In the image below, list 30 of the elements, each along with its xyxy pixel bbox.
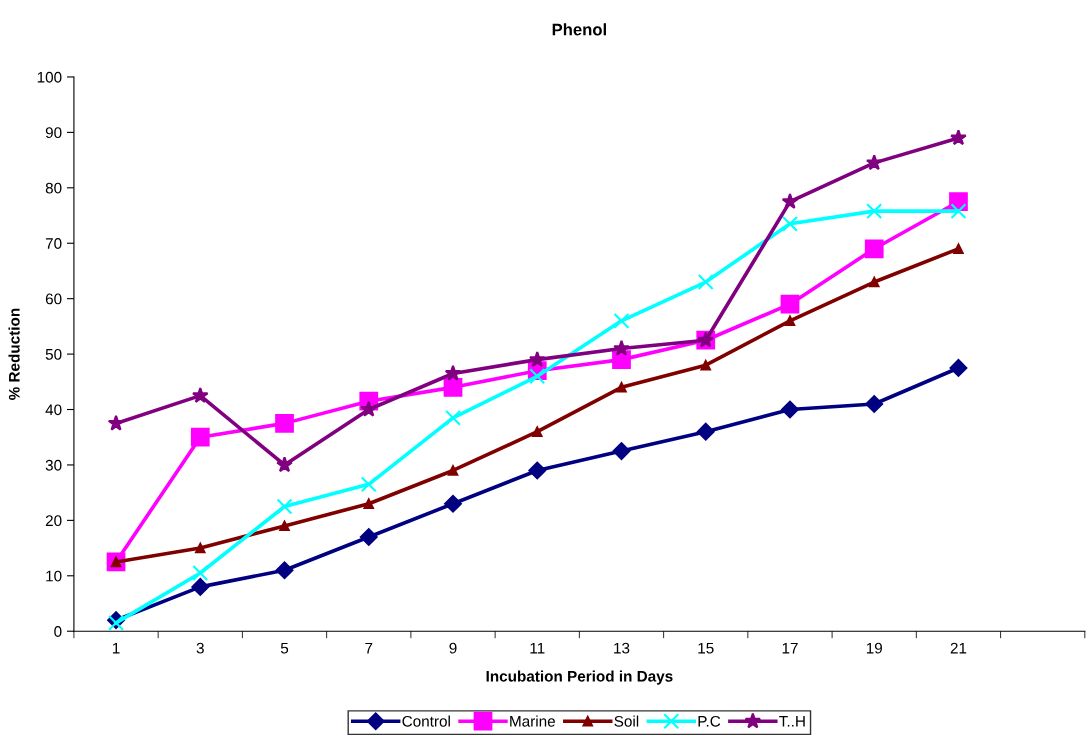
y-tick-label: 80: [45, 182, 62, 194]
chart-title: Phenol: [552, 23, 606, 36]
y-tick-label: 10: [46, 570, 62, 582]
legend-label: P.C: [698, 715, 721, 727]
y-tick-label: 60: [45, 293, 62, 305]
x-tick-label: 3: [196, 642, 204, 654]
legend-label: Marine: [510, 715, 555, 727]
y-tick-label: 50: [45, 348, 62, 360]
y-tick-label: 100: [37, 71, 62, 83]
x-tick-label: 13: [614, 642, 630, 654]
y-tick-label: 70: [45, 238, 62, 249]
x-axis-title: Incubation Period in Days: [486, 670, 673, 685]
legend-label: Control: [402, 715, 450, 727]
x-tick-label: 5: [280, 642, 289, 654]
y-tick-label: 20: [45, 515, 62, 527]
x-tick-label: 7: [365, 642, 373, 654]
y-tick-label: 0: [54, 626, 62, 637]
y-tick-label: 40: [45, 404, 62, 416]
legend-label: T..H: [779, 716, 805, 727]
y-tick-label: 90: [45, 127, 62, 139]
x-tick-label: 17: [782, 642, 798, 654]
x-tick-label: 1: [112, 642, 120, 654]
x-tick-label: 21: [950, 642, 967, 654]
x-tick-label: 19: [866, 642, 882, 654]
legend-label: Soil: [614, 715, 639, 727]
y-tick-label: 30: [45, 459, 62, 471]
y-axis-title: % Reduction: [8, 308, 20, 400]
x-tick-label: 11: [530, 642, 545, 654]
x-tick-label: 15: [698, 642, 714, 654]
x-tick-label: 9: [449, 642, 457, 654]
